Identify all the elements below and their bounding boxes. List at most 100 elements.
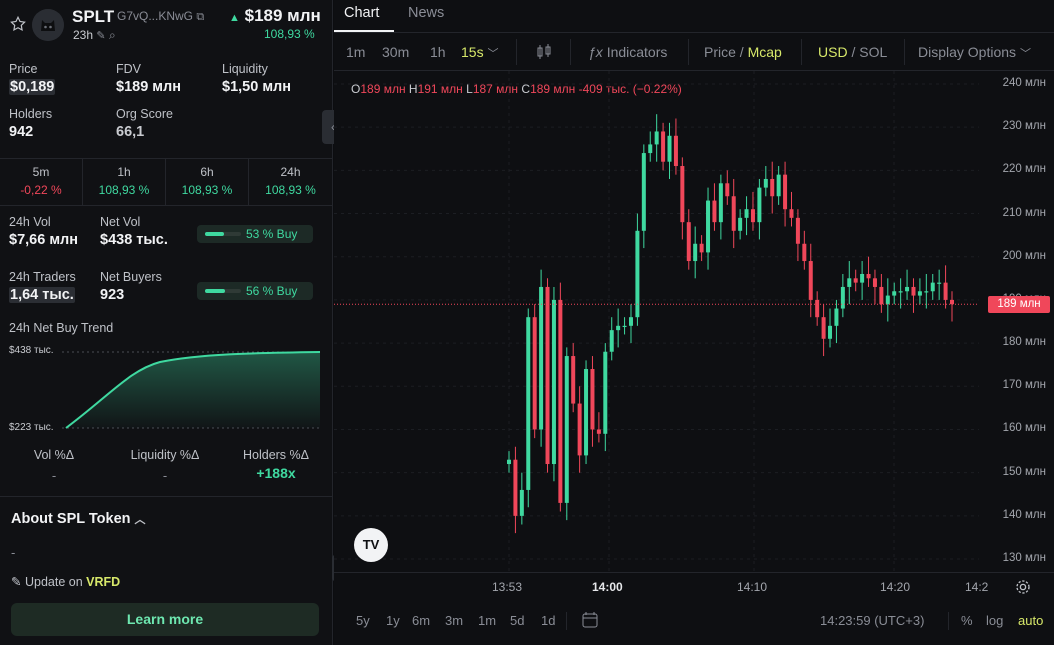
candle (564, 347, 569, 521)
ohlc-high: 191 млн (417, 82, 463, 96)
candlestick-chart[interactable] (334, 71, 1054, 572)
interval-1h[interactable]: 1h (430, 44, 446, 60)
candle-body (834, 308, 839, 326)
candle-body (885, 295, 890, 305)
stat-org-score: Org Score 66,1 (116, 107, 173, 140)
divider (570, 39, 571, 65)
candle (872, 269, 877, 305)
display-options-label: Display Options (918, 44, 1017, 60)
range-1d[interactable]: 1d (541, 613, 556, 628)
candle-body (860, 273, 865, 283)
traders-24h-value: 1,64 тыс. (9, 287, 75, 303)
copy-icon[interactable]: ⧉ (196, 11, 205, 23)
about-toggle[interactable]: About SPL Token ︿ (11, 511, 146, 527)
candle-body (571, 356, 576, 404)
chevron-down-icon: ﹀ (1019, 48, 1031, 60)
tradingview-logo[interactable]: TV (354, 528, 388, 562)
range-5d[interactable]: 5d (510, 613, 525, 628)
interval-30m[interactable]: 30m (382, 44, 410, 60)
candle-body (641, 153, 646, 231)
calendar-range-icon[interactable] (581, 611, 599, 629)
net-buyers-label: Net Buyers (100, 270, 162, 284)
candle (661, 122, 666, 171)
delta-liquidity-label: Liquidity %Δ (130, 448, 200, 462)
search-icon[interactable]: ⌕ (108, 28, 116, 42)
candle (622, 317, 627, 335)
display-options-button[interactable]: Display Options ﹀ (918, 44, 1031, 61)
stat-org-score-value: 66,1 (116, 124, 145, 140)
vrfd-link[interactable]: VRFD (86, 575, 121, 589)
vol-24h-label: 24h Vol (9, 215, 51, 229)
range-1y[interactable]: 1y (386, 613, 400, 628)
star-icon[interactable] (9, 15, 27, 33)
delta-holders-label: Holders %Δ (242, 448, 309, 462)
candle-body (905, 286, 910, 292)
delta-vol-label: Vol %Δ (33, 448, 75, 462)
tf-5m[interactable]: 5m -0,22 % (0, 159, 83, 205)
candle (667, 122, 672, 179)
y-tick: 240 млн (1002, 76, 1046, 89)
candle-body (776, 174, 781, 197)
candle (654, 114, 659, 162)
interval-15s[interactable]: 15s ﹀ (461, 44, 498, 61)
candle (532, 304, 537, 439)
chart-time[interactable]: 14:23:59 (UTC+3) (820, 613, 925, 628)
candle (770, 161, 775, 214)
candle (847, 261, 852, 305)
candle (596, 412, 601, 443)
candle (551, 286, 556, 482)
traders-buy-ratio-text: 56 % Buy (246, 284, 298, 298)
tf-24h[interactable]: 24h 108,93 % (249, 159, 332, 205)
edit-icon[interactable]: ✎ (96, 30, 106, 42)
candle (539, 269, 544, 447)
tf-5m-value: -0,22 % (20, 183, 62, 197)
y-tick: 150 млн (1002, 465, 1046, 478)
candle-body (847, 278, 852, 287)
tf-6h[interactable]: 6h 108,93 % (166, 159, 249, 205)
candle (526, 308, 531, 508)
tf-1h[interactable]: 1h 108,93 % (83, 159, 166, 205)
candle-body (821, 317, 826, 339)
stat-price-value: $0,189 (9, 79, 56, 95)
learn-more-button[interactable]: Learn more (11, 603, 319, 636)
log-scale-toggle[interactable]: log (986, 613, 1004, 628)
divider (334, 572, 1054, 573)
tab-chart[interactable]: Chart (344, 5, 380, 21)
range-5y[interactable]: 5y (356, 613, 370, 628)
candle-body (943, 282, 948, 300)
indicators-button[interactable]: ƒx Indicators (588, 44, 667, 60)
auto-scale-toggle[interactable]: auto (1018, 613, 1044, 628)
divider (948, 612, 949, 630)
range-3m[interactable]: 3m (445, 613, 464, 628)
header-change: 108,93 % (264, 27, 315, 41)
candle (519, 472, 524, 525)
vol-buy-ratio-fill (205, 232, 225, 236)
y-tick: 180 млн (1002, 336, 1046, 349)
candle (757, 178, 762, 240)
vol-24h-value: $7,66 млн (9, 232, 79, 248)
token-address[interactable]: G7vQ...KNwG ⧉ (117, 9, 204, 24)
y-tick: 200 млн (1002, 249, 1046, 262)
stat-price-label: Price (9, 62, 38, 76)
range-1m[interactable]: 1m (478, 613, 497, 628)
gear-icon[interactable] (1014, 578, 1032, 596)
interval-1m[interactable]: 1m (346, 44, 366, 60)
candle (776, 166, 781, 205)
candle (693, 226, 698, 279)
candle (924, 273, 929, 309)
candles-icon[interactable] (535, 43, 553, 61)
stat-liquidity-label: Liquidity (222, 62, 268, 76)
token-avatar (32, 9, 64, 41)
candle (680, 157, 685, 240)
range-6m[interactable]: 6m (412, 613, 431, 628)
currency-toggle[interactable]: USD / SOL (818, 44, 888, 60)
candle-body (699, 243, 704, 253)
candle (898, 278, 903, 309)
y-tick: 230 млн (1002, 120, 1046, 133)
candle-body (950, 299, 954, 305)
price-mcap-toggle[interactable]: Price / Mcap (704, 44, 782, 60)
tab-news[interactable]: News (408, 5, 445, 21)
candle-body (545, 286, 550, 465)
percent-scale-toggle[interactable]: % (961, 613, 973, 628)
delta-holders-value: +188x (256, 465, 296, 481)
